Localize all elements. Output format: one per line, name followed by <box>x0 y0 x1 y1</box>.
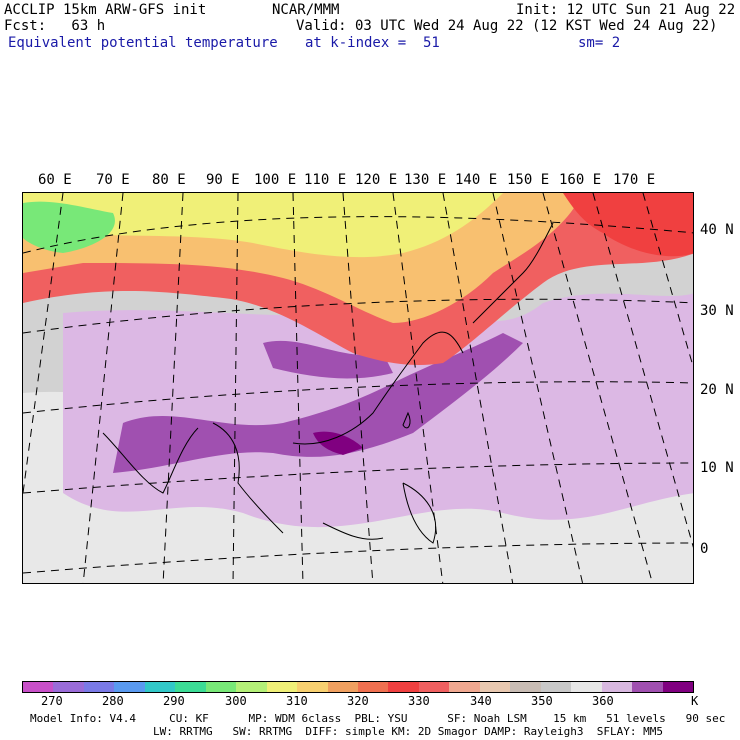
colorbar-swatch <box>297 682 328 692</box>
colorbar <box>22 681 694 693</box>
colorbar-swatch <box>418 682 450 692</box>
lon-label: 140 E <box>455 172 498 188</box>
lon-label: 60 E <box>38 172 72 188</box>
colorbar-swatch <box>479 682 511 692</box>
field-purple <box>113 333 523 473</box>
model-title: ACCLIP 15km ARW-GFS init <box>4 2 207 18</box>
colorbar-tick: 280 <box>102 694 124 708</box>
colorbar-swatch <box>388 682 419 692</box>
colorbar-tick: 300 <box>225 694 247 708</box>
map-panel <box>22 192 694 584</box>
colorbar-tick: 340 <box>470 694 492 708</box>
model-info: Model Info: V4.4 CU: KF MP: WDM 6class P… <box>30 712 726 725</box>
lon-label: 110 E <box>304 172 347 188</box>
colorbar-swatch <box>357 682 389 692</box>
colorbar-swatch <box>632 682 663 692</box>
lon-label: 130 E <box>404 172 447 188</box>
lon-label: 70 E <box>96 172 130 188</box>
colorbar-swatch <box>571 682 602 692</box>
colorbar-swatch <box>175 682 206 692</box>
colorbar-swatch <box>114 682 145 692</box>
forecast-hour: Fcst: 63 h <box>4 18 106 34</box>
colorbar-tick: 330 <box>408 694 430 708</box>
colorbar-tick: 350 <box>531 694 553 708</box>
colorbar-swatch <box>23 682 54 692</box>
colorbar-swatch <box>144 682 176 692</box>
lon-label: 160 E <box>559 172 602 188</box>
colorbar-swatch <box>449 682 480 692</box>
physics-info: LW: RRTMG SW: RRTMG DIFF: simple KM: 2D … <box>153 725 663 738</box>
field-purple-north <box>263 340 393 379</box>
field-red-east <box>563 193 693 257</box>
init-time: Init: 12 UTC Sun 21 Aug 22 <box>516 2 736 18</box>
lat-label: 30 N <box>700 303 734 319</box>
theta-e-field <box>23 193 693 583</box>
colorbar-swatch <box>53 682 84 692</box>
colorbar-swatch <box>236 682 267 692</box>
field-yellow <box>23 193 503 258</box>
smoothing: sm= 2 <box>578 35 621 51</box>
field-green <box>23 201 115 253</box>
colorbar-swatch <box>205 682 237 692</box>
colorbar-swatch <box>540 682 572 692</box>
colorbar-swatch <box>327 682 358 692</box>
colorbar-tick: 270 <box>41 694 63 708</box>
lon-label: 80 E <box>152 172 186 188</box>
valid-time: Valid: 03 UTC Wed 24 Aug 22 (12 KST Wed … <box>296 18 718 34</box>
lon-label: 170 E <box>613 172 656 188</box>
colorbar-unit: K <box>691 694 699 708</box>
lon-label: 120 E <box>355 172 398 188</box>
colorbar-tick: 320 <box>347 694 369 708</box>
colorbar-tick: 360 <box>592 694 614 708</box>
level-index: at k-index = 51 <box>305 35 440 51</box>
lat-label: 40 N <box>700 222 734 238</box>
lat-label: 10 N <box>700 460 734 476</box>
colorbar-tick: 310 <box>286 694 308 708</box>
variable-name: Equivalent potential temperature <box>8 35 278 51</box>
lon-label: 100 E <box>254 172 297 188</box>
lat-label: 20 N <box>700 382 734 398</box>
colorbar-swatch <box>83 682 115 692</box>
lat-label: 0 <box>700 541 709 557</box>
colorbar-tick: 290 <box>163 694 185 708</box>
lon-label: 90 E <box>206 172 240 188</box>
field-dark-purple <box>313 431 363 455</box>
coastlines <box>102 222 554 544</box>
colorbar-swatch <box>510 682 541 692</box>
center-name: NCAR/MMM <box>272 2 340 18</box>
colorbar-swatch <box>662 682 693 692</box>
colorbar-swatch <box>266 682 298 692</box>
lon-label: 150 E <box>507 172 550 188</box>
colorbar-swatch <box>601 682 633 692</box>
